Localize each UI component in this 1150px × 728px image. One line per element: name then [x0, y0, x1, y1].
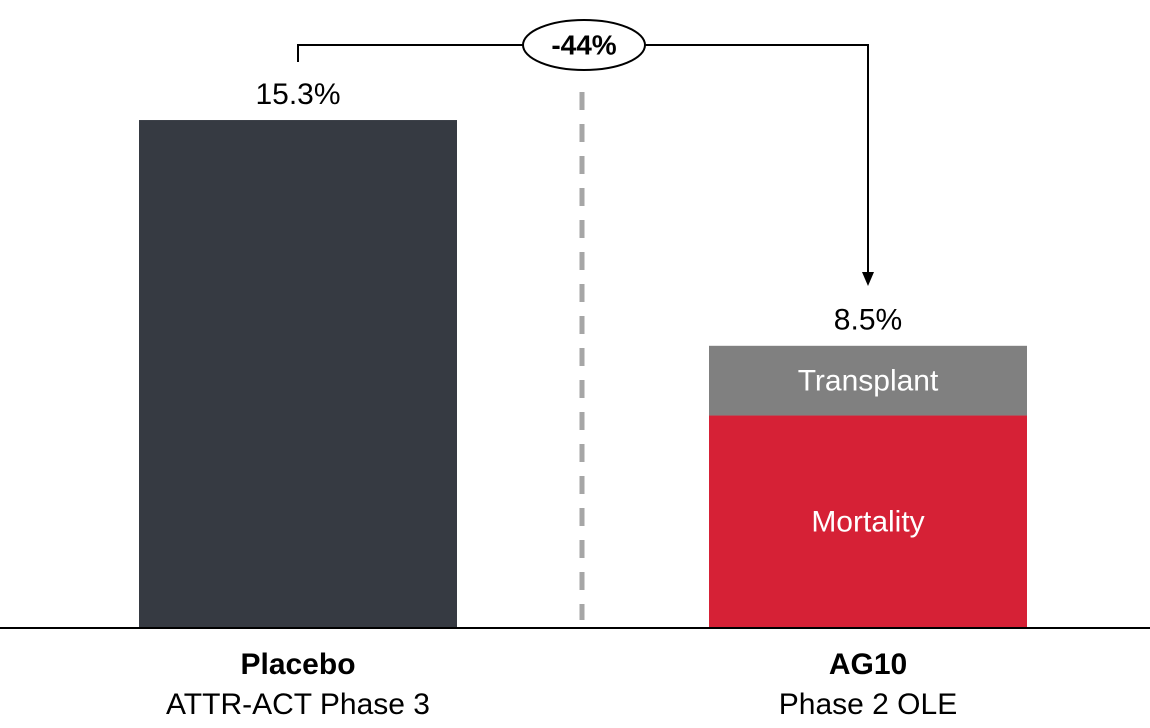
segment-label: Mortality	[811, 506, 924, 539]
category-label: AG10	[829, 648, 907, 681]
bracket	[644, 44, 869, 274]
segment-label: Transplant	[798, 365, 939, 398]
category-sublabel: ATTR-ACT Phase 3	[166, 688, 430, 721]
category-label: Placebo	[240, 648, 355, 681]
bar-segment	[709, 345, 1027, 416]
arrowhead	[862, 272, 874, 286]
bar-segment	[709, 415, 1027, 628]
annotation: -44%	[551, 29, 616, 60]
category-sublabel: Phase 2 OLE	[779, 688, 957, 721]
bar	[139, 120, 457, 628]
value-label: 15.3%	[255, 78, 340, 111]
value-label: 8.5%	[834, 304, 902, 337]
annotation-bubble	[522, 19, 646, 71]
bracket	[297, 44, 524, 62]
